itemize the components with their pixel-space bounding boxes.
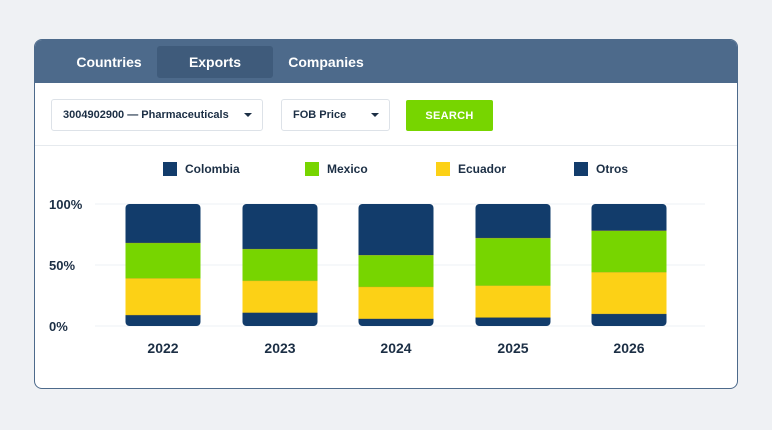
tab-exports[interactable]: Exports xyxy=(157,46,273,78)
legend-swatch-colombia xyxy=(163,162,177,176)
bar-segment-otros-2022 xyxy=(125,315,201,326)
metric-select-value: FOB Price xyxy=(293,109,347,121)
bar-segment-otros-2023 xyxy=(242,312,318,326)
x-tick-label-2023: 2023 xyxy=(264,340,295,356)
tab-countries[interactable]: Countries xyxy=(76,54,142,70)
legend-item-ecuador: Ecuador xyxy=(436,160,506,178)
x-tick-label-2025: 2025 xyxy=(497,340,528,356)
bar-segment-otros-2024 xyxy=(358,318,434,326)
bar-segment-ecuador-2022 xyxy=(125,278,201,316)
legend-label-colombia: Colombia xyxy=(185,162,240,176)
x-tick-label-2022: 2022 xyxy=(147,340,178,356)
tab-bar: Countries Exports Companies xyxy=(35,40,737,83)
legend-item-mexico: Mexico xyxy=(305,160,368,178)
chevron-down-icon xyxy=(244,113,252,117)
bar-2023 xyxy=(242,204,318,326)
bar-segment-mexico-2023 xyxy=(242,249,318,281)
legend-swatch-otros xyxy=(574,162,588,176)
bar-segment-ecuador-2024 xyxy=(358,286,434,319)
bar-segment-colombia-2026 xyxy=(591,204,667,231)
bar-2026 xyxy=(591,204,667,326)
bar-segment-colombia-2024 xyxy=(358,204,434,256)
bar-segment-colombia-2025 xyxy=(475,204,551,239)
metric-select[interactable]: FOB Price xyxy=(281,99,390,131)
bar-segment-ecuador-2025 xyxy=(475,285,551,318)
legend-label-mexico: Mexico xyxy=(327,162,368,176)
bar-segment-mexico-2025 xyxy=(475,238,551,286)
x-tick-label-2026: 2026 xyxy=(613,340,644,356)
y-tick-label: 100% xyxy=(49,197,83,212)
bar-segment-ecuador-2023 xyxy=(242,280,318,313)
bar-segment-colombia-2023 xyxy=(242,204,318,250)
bar-segment-mexico-2024 xyxy=(358,255,434,287)
product-select[interactable]: 3004902900 — Pharmaceuticals xyxy=(51,99,263,131)
bar-segment-otros-2026 xyxy=(591,313,667,326)
bar-2024 xyxy=(358,204,434,326)
bar-segment-mexico-2022 xyxy=(125,243,201,279)
y-tick-label: 0% xyxy=(49,319,68,334)
bar-segment-mexico-2026 xyxy=(591,230,667,273)
legend-label-otros: Otros xyxy=(596,162,629,176)
legend-item-otros: Otros xyxy=(574,160,628,178)
bar-2022 xyxy=(125,204,201,326)
y-tick-label: 50% xyxy=(49,258,75,273)
bar-segment-colombia-2022 xyxy=(125,204,201,244)
legend-swatch-ecuador xyxy=(436,162,450,176)
legend-label-ecuador: Ecuador xyxy=(458,162,507,176)
legend-item-colombia: Colombia xyxy=(163,160,240,178)
x-tick-label-2024: 2024 xyxy=(380,340,411,356)
legend-swatch-mexico xyxy=(305,162,319,176)
product-select-value: 3004902900 — Pharmaceuticals xyxy=(63,109,229,121)
bar-2025 xyxy=(475,204,551,326)
bar-segment-ecuador-2026 xyxy=(591,272,667,314)
tab-companies[interactable]: Companies xyxy=(288,54,364,70)
stacked-bar-chart: 100% 50% 0% 2022 2023 2024 2025 2026 xyxy=(49,197,705,356)
search-button[interactable]: SEARCH xyxy=(406,100,493,131)
bar-segment-otros-2025 xyxy=(475,317,551,326)
filter-bar: 3004902900 — Pharmaceuticals FOB Price S… xyxy=(35,83,737,146)
chevron-down-icon xyxy=(371,113,379,117)
exports-card: Countries Exports Companies 3004902900 —… xyxy=(34,39,738,389)
